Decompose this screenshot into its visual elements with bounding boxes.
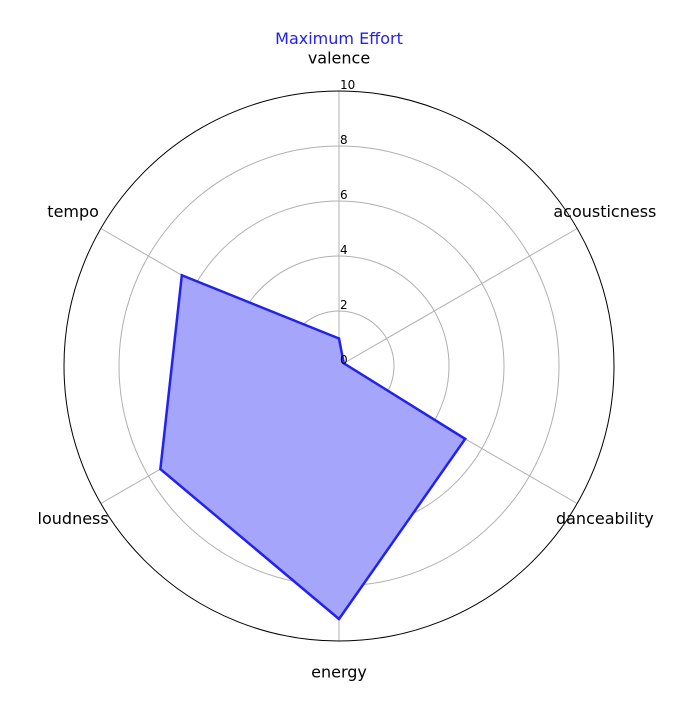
r-tick-label-6: 6 (340, 188, 348, 202)
data-point-loudness (159, 467, 162, 471)
chart-title: Maximum Effort (275, 29, 403, 48)
axis-label-danceability: danceability (556, 509, 654, 528)
axis-label-layer: valence acousticness danceability energy lou… (38, 49, 657, 682)
data-point-energy (337, 617, 341, 621)
r-tick-label-8: 8 (340, 133, 348, 147)
axis-label-valence: valence (308, 49, 370, 68)
r-tick-label-10: 10 (340, 78, 355, 92)
r-tick-label-4: 4 (340, 243, 348, 257)
r-tick-label-2: 2 (340, 298, 348, 312)
data-point-acousticness (342, 362, 345, 365)
axis-label-acousticness: acousticness (553, 202, 656, 221)
data-point-tempo (180, 274, 184, 277)
spoke-gridline (338, 228, 578, 367)
series-layer (159, 273, 468, 621)
data-point-valence (337, 337, 341, 340)
data-point-danceability (464, 437, 467, 441)
axis-label-energy: energy (311, 663, 367, 682)
axis-label-tempo: tempo (47, 202, 99, 221)
axis-label-loudness: loudness (38, 509, 109, 528)
r-tick-label-0: 0 (340, 353, 348, 367)
tick-layer: 0 2 4 6 8 10 (340, 78, 355, 367)
polar-frame (63, 90, 615, 642)
